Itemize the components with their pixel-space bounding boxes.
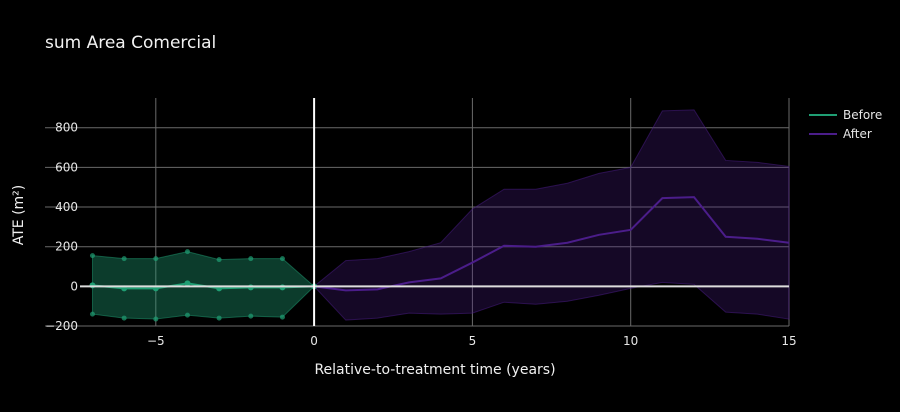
lower-bound-point [279, 314, 285, 320]
upper-bound-point [248, 256, 254, 262]
lower-bound-point [153, 316, 159, 322]
lower-bound-point [89, 311, 95, 317]
confidence-bands [91, 109, 790, 321]
x-tick-label: 0 [310, 334, 318, 348]
x-tick-label: 10 [623, 334, 638, 348]
y-tick-label: 400 [55, 200, 78, 214]
chart-title: sum Area Comercial [45, 33, 217, 53]
data-point [184, 280, 191, 287]
y-tick-label: 600 [55, 160, 78, 174]
legend-item-before[interactable]: Before [809, 108, 882, 122]
y-axis-title: ATE (m²) [11, 185, 27, 246]
x-tick-label: 15 [781, 334, 796, 348]
upper-bound-point [121, 256, 127, 262]
legend-label: After [843, 127, 872, 141]
x-tick-label: −5 [147, 334, 165, 348]
y-tick-label: 200 [55, 240, 78, 254]
upper-bound-point [89, 253, 95, 259]
legend-label: Before [843, 108, 882, 122]
x-axis-title: Relative-to-treatment time (years) [314, 362, 555, 378]
upper-bound-point [279, 256, 285, 262]
upper-bound-point [216, 257, 222, 263]
y-tick-label: −200 [45, 319, 78, 333]
legend[interactable]: Before After [809, 108, 882, 141]
x-tick-label: 5 [469, 334, 477, 348]
upper-bound-point [184, 249, 190, 255]
lower-bound-point [216, 315, 222, 321]
axes: −200 0 200 400 600 800 −5 0 5 10 15 [45, 98, 797, 348]
y-tick-label: 800 [55, 121, 78, 135]
y-tick-label: 0 [70, 279, 78, 293]
lower-bound-point [184, 312, 190, 318]
legend-item-after[interactable]: After [809, 127, 872, 141]
lower-bound-point [248, 313, 254, 319]
lower-bound-point [121, 315, 127, 321]
upper-bound-point [153, 256, 159, 262]
